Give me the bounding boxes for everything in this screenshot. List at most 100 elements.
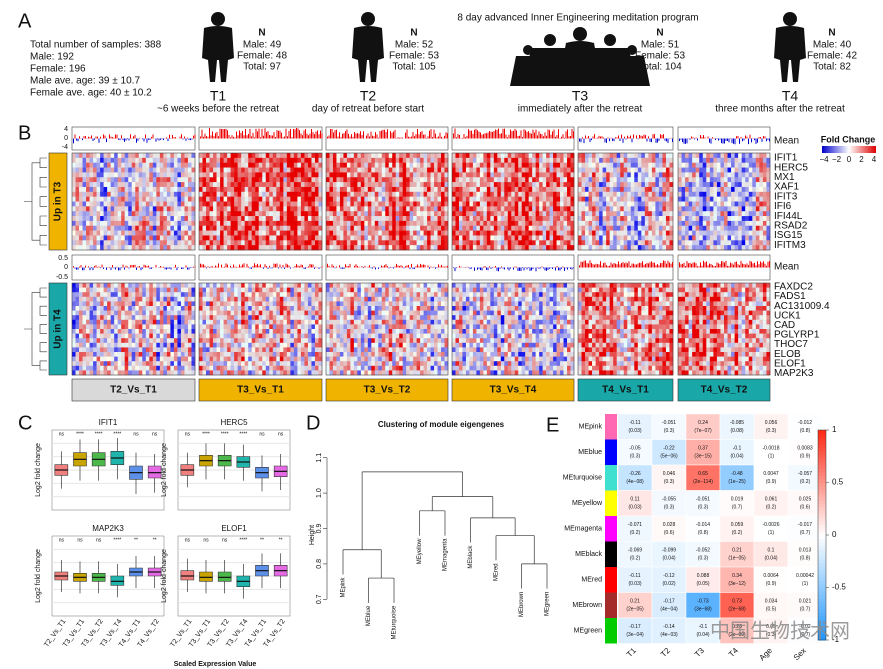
heatmap-cell (444, 201, 449, 207)
heatmap-cell (560, 206, 564, 212)
heatmap-cell (720, 186, 725, 193)
heatmap-cell (420, 182, 424, 188)
mean-bar (579, 138, 580, 142)
heatmap-cell (173, 211, 178, 217)
heatmap-cell (199, 211, 203, 217)
heatmap-cell (637, 240, 642, 246)
heatmap-cell (286, 220, 291, 227)
heatmap-cell (476, 240, 481, 246)
heatmap-cell (177, 167, 182, 173)
heatmap-cell (634, 206, 639, 212)
heatmap-cell (655, 225, 660, 231)
heatmap-cell (220, 162, 224, 168)
mean-bar (275, 263, 276, 268)
mean-bar (691, 263, 692, 268)
heatmap-cell (709, 172, 714, 178)
heatmap-cell (293, 167, 298, 173)
heatmap-cell (634, 211, 639, 217)
heatmap-cell (124, 220, 129, 227)
heatmap-cell (504, 196, 509, 202)
heatmap-cell (720, 167, 725, 173)
heatmap-cell (213, 157, 217, 163)
mean-bar (118, 267, 119, 271)
heatmap-cell (269, 162, 274, 168)
mean-bar (390, 266, 391, 268)
heatmap-cell (655, 245, 660, 251)
heatmap-cell (156, 240, 161, 246)
heatmap-cell (423, 186, 428, 193)
heatmap-cell (248, 220, 253, 227)
heatmap-cell (644, 191, 649, 197)
heatmap-cell (262, 177, 267, 183)
heatmap-cell (655, 157, 660, 163)
heatmap-cell (199, 220, 203, 227)
heatmap-cell (371, 201, 376, 207)
mean-bar (149, 267, 151, 269)
mean-bar (697, 266, 698, 268)
heatmap-cell (606, 216, 610, 222)
heatmap-cell (588, 211, 593, 217)
heatmap-cell (82, 162, 87, 168)
heatmap-cell (399, 206, 403, 212)
heatmap-cell (350, 201, 355, 207)
heatmap-cell (96, 206, 101, 212)
heatmap-cell (336, 201, 341, 207)
mean-bar (715, 138, 716, 141)
heatmap-cell (339, 177, 344, 183)
heatmap-cell (755, 182, 760, 188)
heatmap-cell (82, 356, 87, 362)
mean-bar (637, 263, 639, 268)
heatmap-cell (392, 230, 397, 236)
heatmap-cell (329, 157, 334, 163)
heatmap-cell (553, 206, 557, 212)
heatmap-cell (651, 216, 656, 222)
mean-bar (421, 264, 423, 268)
heatmap-cell (731, 245, 735, 251)
heatmap-cell (255, 240, 260, 246)
label: T1 (210, 88, 227, 104)
heatmap-cell (286, 225, 291, 231)
heatmap-cell (107, 216, 111, 222)
heatmap-cell (444, 182, 449, 188)
heatmap-cell (152, 216, 157, 222)
heatmap-cell (237, 186, 242, 193)
heatmap-cell (374, 225, 379, 231)
heatmap-cell (163, 235, 168, 241)
heatmap-cell (107, 230, 111, 236)
heatmap-cell (293, 172, 298, 178)
heatmap-cell (206, 245, 210, 251)
heatmap-cell (244, 206, 249, 212)
heatmap-cell (272, 153, 277, 159)
heatmap-cell (353, 153, 358, 159)
heatmap-cell (692, 225, 696, 231)
mean-bar (761, 262, 763, 268)
heatmap-cell (329, 196, 334, 202)
heatmap-cell (706, 211, 711, 217)
heatmap-cell (716, 191, 721, 197)
mean-bar (433, 266, 435, 268)
mean-bar (749, 260, 751, 268)
heatmap-cell (145, 182, 150, 188)
heatmap-cell (184, 211, 189, 217)
mean-bar (716, 262, 718, 268)
heatmap-cell (535, 230, 540, 236)
heatmap-cell (500, 196, 505, 202)
mean-bar (745, 135, 746, 139)
mean-bar (415, 266, 417, 268)
heatmap-cell (641, 186, 646, 193)
heatmap-cell (329, 167, 334, 173)
heatmap-cell (170, 220, 175, 227)
mean-bar (252, 266, 254, 268)
heatmap-cell (521, 211, 526, 217)
heatmap-cell (521, 201, 526, 207)
heatmap-cell (665, 191, 670, 197)
heatmap-cell (648, 235, 653, 241)
mean-bar (490, 267, 492, 269)
heatmap-cell (504, 220, 509, 227)
heatmap-cell (86, 245, 90, 251)
heatmap-cell (241, 167, 245, 173)
heatmap-cell (514, 162, 519, 168)
heatmap-cell (706, 172, 711, 178)
heatmap-cell (563, 157, 568, 163)
